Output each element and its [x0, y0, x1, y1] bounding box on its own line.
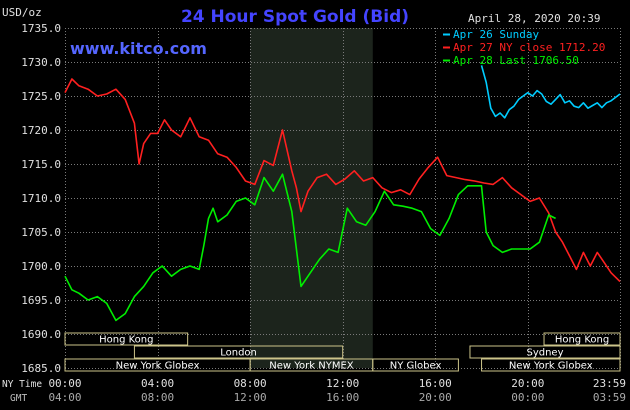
date-stamp: April 28, 2020 20:39	[468, 12, 600, 25]
session-box	[543, 332, 621, 346]
session-box	[64, 332, 189, 346]
y-tick-label: 1695.0	[21, 294, 61, 307]
x-tick-label-ny: 23:59	[593, 377, 626, 390]
legend-label: Apr 27 NY close 1712.20	[453, 41, 605, 54]
y-tick-label: 1715.0	[21, 158, 61, 171]
legend-label: Apr 28 Last 1706.50	[453, 54, 579, 67]
y-tick-label: 1720.0	[21, 124, 61, 137]
y-tick-label: 1690.0	[21, 328, 61, 341]
series-line	[64, 78, 621, 283]
watermark-url: www.kitco.com	[70, 39, 207, 58]
series-line	[64, 173, 556, 322]
x-tick-label-gmt: 16:00	[326, 391, 359, 404]
x-tick-label-gmt: 20:00	[419, 391, 452, 404]
x-tick-label-ny: 04:00	[141, 377, 174, 390]
session-box	[133, 345, 344, 359]
x-tick-label-ny: 12:00	[326, 377, 359, 390]
x-tick-label-ny: 20:00	[511, 377, 544, 390]
session-label: New York NYMEX	[269, 361, 354, 372]
session-label: Hong Kong	[99, 335, 153, 346]
y-tick-label: 1725.0	[21, 90, 61, 103]
x-tick-label-ny: 00:00	[48, 377, 81, 390]
chart-title: 24 Hour Spot Gold (Bid)	[181, 7, 409, 27]
y-tick-label: 1730.0	[21, 56, 61, 69]
ny-time-label: NY Time	[2, 379, 42, 390]
session-label: Sydney	[526, 348, 563, 359]
y-tick-label: 1735.0	[21, 22, 61, 35]
gmt-label: GMT	[10, 393, 27, 404]
x-tick-label-gmt: 00:00	[511, 391, 544, 404]
x-tick-label-gmt: 12:00	[234, 391, 267, 404]
session-box	[481, 358, 621, 372]
session-box	[372, 358, 459, 372]
session-label: Hong Kong	[555, 335, 609, 346]
session-box	[469, 345, 621, 359]
session-label: NY Globex	[390, 361, 442, 372]
y-tick-label: 1705.0	[21, 226, 61, 239]
market-sessions: Hong Kong Hong Kong London Sydney New York G…	[64, 332, 621, 372]
y-tick-label: 1700.0	[21, 260, 61, 273]
x-tick-label-gmt: 03:59	[593, 391, 626, 404]
x-tick-label-gmt: 08:00	[141, 391, 174, 404]
series-line	[480, 65, 621, 119]
y-axis-unit: USD/oz	[2, 6, 42, 19]
price-series	[64, 65, 621, 322]
legend-label: Apr 26 Sunday	[453, 28, 539, 41]
session-label: New York Globex	[116, 361, 200, 372]
session-label: London	[220, 348, 257, 359]
x-axis-ticks: 00:00 04:00 08:00 12:00 16:00 20:00 23:5904:00…	[48, 377, 626, 404]
y-axis-ticks: 1735.0 1730.0 1725.0 1720.0 1715.0 1710.0 1705…	[21, 22, 61, 375]
x-tick-label-gmt: 04:00	[48, 391, 81, 404]
y-tick-label: 1685.0	[21, 362, 61, 375]
session-label: New York Globex	[509, 361, 593, 372]
x-tick-label-ny: 16:00	[419, 377, 452, 390]
x-tick-label-ny: 08:00	[234, 377, 267, 390]
y-tick-label: 1710.0	[21, 192, 61, 205]
